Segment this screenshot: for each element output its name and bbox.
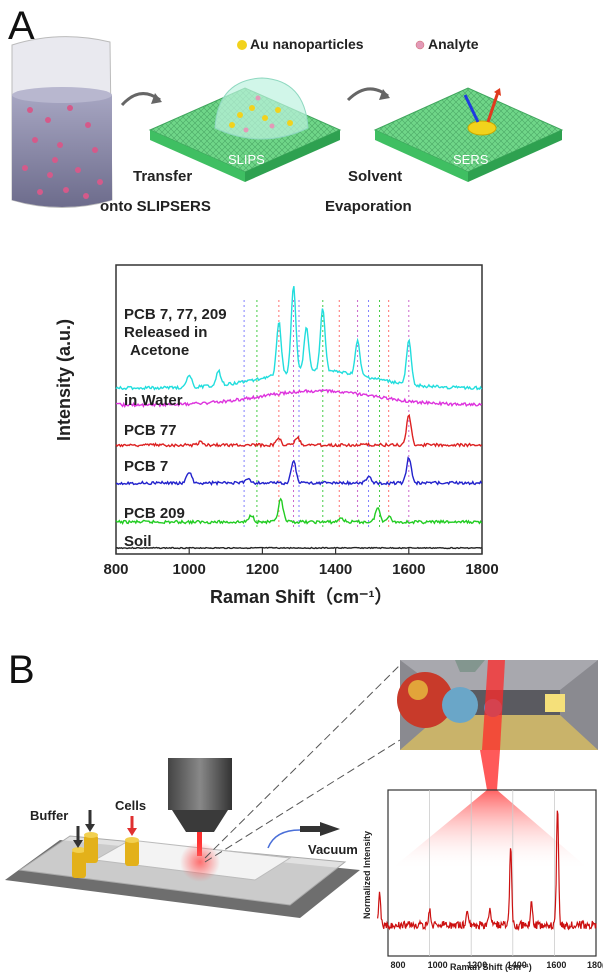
series-label-pcb77: PCB 77 — [124, 422, 177, 439]
series-line-acetone — [115, 286, 483, 391]
chart-a-ylabel: Intensity (a.u.) — [54, 319, 74, 442]
series-line-pcb7 — [115, 456, 483, 487]
inset-spectrum-line — [377, 810, 597, 932]
x-tick-label: 1200 — [246, 561, 279, 578]
series-line-pcb77 — [115, 413, 483, 449]
chart-a-xlabel: Raman Shift（cm⁻¹） — [210, 587, 393, 607]
x-tick-label: 1400 — [319, 561, 352, 578]
microfluidic-chip — [5, 835, 360, 918]
slips-label: SLIPS — [228, 152, 265, 167]
x-tick-label: 1800 — [465, 561, 498, 578]
transfer-label: Transfer — [133, 168, 193, 185]
beaker-illustration — [11, 36, 113, 208]
panel-b-letter: B — [8, 648, 35, 692]
x-tick-label: 800 — [390, 960, 405, 970]
sers-platform — [373, 87, 564, 182]
channel-render-inset — [397, 660, 598, 750]
x-tick-label: 800 — [103, 561, 128, 578]
objective-lens — [168, 758, 232, 882]
cells-inlet — [125, 816, 139, 866]
vacuum-flow-line — [267, 829, 318, 849]
legend-nanoparticles: Au nanoparticles — [250, 36, 364, 52]
series-label-pcb7: PCB 7 — [124, 458, 169, 475]
x-tick-label: 1400 — [507, 960, 527, 970]
sers-label: SERS — [453, 152, 489, 167]
series-line-soil — [115, 546, 482, 550]
raman-chart-a: 800 1000 1200 1400 1600 1800 — [103, 264, 499, 578]
x-tick-label: 180( — [587, 960, 603, 970]
raman-chart-b: 800 1000 1200 1400 1600 180( — [377, 789, 603, 970]
cells-label: Cells — [115, 798, 147, 813]
slips-platform — [148, 77, 342, 182]
nanoparticle-legend-icon — [237, 40, 247, 50]
legend-analyte: Analyte — [428, 36, 479, 52]
series-label-soil: Soil — [124, 533, 152, 550]
series-label-acetone: PCB 7, 77, 209 Released in Acetone — [124, 306, 227, 359]
x-tick-label: 1000 — [173, 561, 206, 578]
arrow-right-icon — [320, 822, 340, 836]
analyte-legend-icon — [415, 40, 425, 50]
series-line-water — [116, 388, 483, 409]
chart-b-ylabel: Normalized Intensity — [362, 830, 372, 920]
x-tick-label: 1200 — [467, 960, 487, 970]
solvent-label: Solvent — [348, 168, 403, 185]
series-label-water: in Water — [124, 392, 183, 409]
buffer-label: Buffer — [30, 808, 69, 823]
transfer-label-2: onto SLIPSERS — [100, 198, 211, 215]
chart-b-frame — [387, 789, 597, 957]
x-tick-label: 1000 — [428, 960, 448, 970]
series-label-pcb209: PCB 209 — [124, 505, 185, 522]
vacuum-label: Vacuum — [308, 842, 358, 857]
chart-b-xlabel: Raman Shift (cm⁻¹) — [450, 962, 532, 972]
evaporation-label: Evaporation — [325, 198, 412, 215]
buffer-inlet — [72, 810, 98, 878]
series-line-pcb209 — [115, 497, 483, 525]
x-tick-label: 1600 — [546, 960, 566, 970]
x-tick-label: 1600 — [392, 561, 425, 578]
